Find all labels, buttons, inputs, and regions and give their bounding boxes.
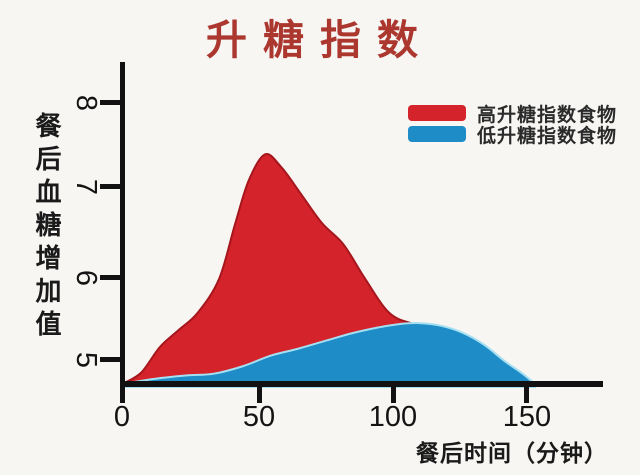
y-tick-label-6: 6 <box>70 269 103 287</box>
legend: 高升糖指数食物 低升糖指数食物 <box>408 104 617 147</box>
chart-title: 升糖指数 <box>206 16 434 64</box>
legend-item-high-gi: 高升糖指数食物 <box>408 104 617 126</box>
high-gi-swatch-icon <box>408 105 466 121</box>
y-tick-8 <box>100 100 121 105</box>
legend-label-low-gi: 低升糖指数食物 <box>477 125 618 147</box>
low-gi-swatch-icon <box>408 126 466 142</box>
y-tick-5 <box>100 357 121 362</box>
x-tick-label-150: 150 <box>502 401 552 433</box>
x-tick-100 <box>391 387 396 403</box>
high-gi-area-series <box>121 152 523 388</box>
legend-item-low-gi: 低升糖指数食物 <box>408 125 617 147</box>
y-tick-label-7: 7 <box>70 178 103 196</box>
x-tick-label-50: 50 <box>242 401 276 433</box>
y-axis-title: 餐后血糖增加值 <box>32 112 62 343</box>
x-tick-label-100: 100 <box>368 401 418 433</box>
x-tick-50 <box>257 387 262 403</box>
y-tick-6 <box>100 275 121 280</box>
legend-label-high-gi: 高升糖指数食物 <box>477 104 618 126</box>
x-tick-150 <box>524 387 529 403</box>
low-gi-area-series <box>121 322 537 388</box>
x-tick-0 <box>120 387 125 403</box>
x-axis-title: 餐后时间（分钟） <box>416 440 608 466</box>
y-tick-7 <box>100 184 121 189</box>
y-tick-label-5: 5 <box>70 351 103 369</box>
y-tick-label-8: 8 <box>70 94 103 112</box>
y-axis-line <box>120 62 125 384</box>
x-tick-label-0: 0 <box>113 401 131 433</box>
x-axis-line <box>120 381 603 387</box>
